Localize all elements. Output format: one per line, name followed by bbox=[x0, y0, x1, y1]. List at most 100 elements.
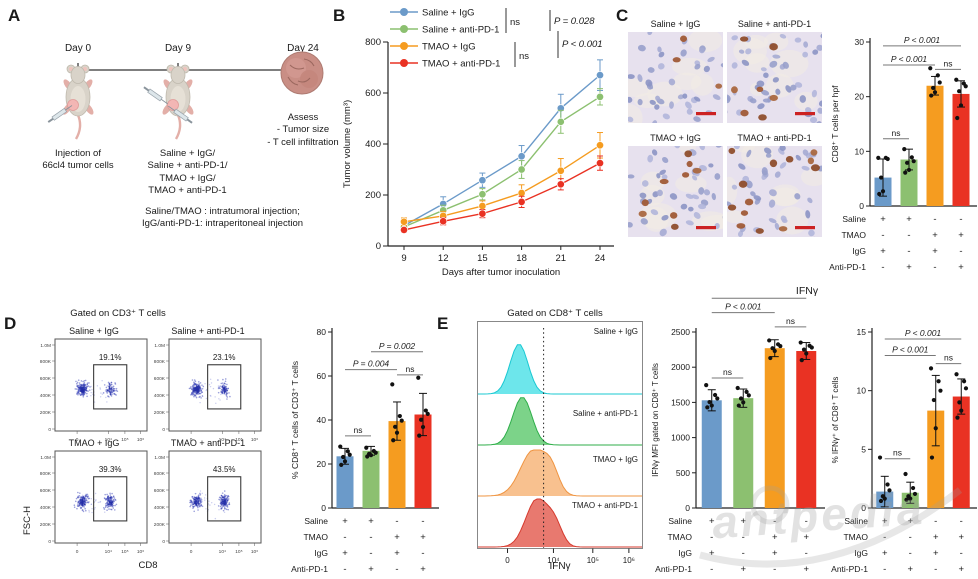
cell-nucleus bbox=[714, 173, 721, 180]
flow-y-tick: 600K bbox=[40, 488, 52, 494]
cell-nucleus bbox=[662, 156, 669, 164]
flow-title-4: TMAO + anti-PD-1 bbox=[170, 438, 246, 448]
data-point bbox=[341, 454, 346, 460]
data-point bbox=[933, 426, 938, 431]
cell-nucleus bbox=[658, 51, 665, 58]
cell-nucleus bbox=[794, 37, 802, 43]
cell-nucleus bbox=[647, 32, 653, 36]
cell-nucleus bbox=[669, 101, 674, 109]
legend-dot bbox=[400, 42, 408, 50]
cd8-per-hpf-svg: 0 10 20 30 ns P < 0.001 P < 0.001 ns CD8⁺ T cell… bbox=[829, 35, 977, 273]
cd8-positive-cell bbox=[684, 150, 693, 158]
y-tick-label: 500 bbox=[676, 468, 690, 478]
bar bbox=[927, 410, 945, 508]
x-tick-label: 24 bbox=[595, 253, 606, 264]
data-point bbox=[909, 155, 914, 160]
cd8-positive-cell bbox=[739, 36, 749, 42]
y-tick-label: 2500 bbox=[671, 327, 690, 337]
data-point bbox=[961, 379, 967, 384]
treatment-sign: - bbox=[773, 564, 776, 575]
y-axis-label: Tumor volume (mm³) bbox=[342, 100, 353, 188]
ihc-title-3: TMAO + IgG bbox=[650, 133, 701, 143]
flow-y-tick: 1.0M bbox=[154, 455, 165, 461]
gate bbox=[93, 476, 128, 522]
histology-image bbox=[628, 146, 723, 237]
cell-nucleus bbox=[807, 197, 813, 204]
histogram-curve bbox=[478, 449, 642, 497]
data-point bbox=[712, 392, 718, 398]
y-tick-label: 600 bbox=[365, 88, 381, 99]
cell-nucleus bbox=[686, 108, 693, 115]
tumor-graphic bbox=[280, 51, 324, 95]
data-point bbox=[517, 188, 526, 198]
cd8-positive-cell bbox=[785, 156, 794, 163]
bar bbox=[952, 93, 970, 206]
cell-nucleus bbox=[727, 94, 731, 102]
cell-nucleus bbox=[707, 56, 715, 63]
data-point bbox=[439, 217, 448, 226]
flow-y-tick: 0 bbox=[48, 539, 51, 545]
data-point bbox=[932, 90, 938, 95]
gate bbox=[207, 364, 242, 410]
significance-label: P < 0.001 bbox=[904, 35, 941, 45]
treatment-sign: + bbox=[907, 516, 913, 527]
cd8-of-cd3-svg: 0 20 40 60 80 ns P = 0.004 P = 0.002 ns % CD8⁺ T … bbox=[290, 327, 439, 575]
cell-nucleus bbox=[781, 218, 788, 224]
y-axis-label: CD8⁺ T cells per hpf bbox=[830, 85, 840, 163]
treatment-sign: + bbox=[880, 214, 886, 225]
stat-label: ns bbox=[519, 51, 529, 62]
x-tick-label: 9 bbox=[401, 253, 406, 264]
significance-label: P < 0.001 bbox=[892, 344, 929, 354]
cell-nucleus bbox=[711, 192, 716, 201]
mouse-illustration bbox=[47, 64, 94, 140]
treatment-row-label: IgG bbox=[852, 246, 866, 256]
cell-nucleus bbox=[659, 228, 667, 237]
flow-x-tick: 10⁵ bbox=[121, 549, 128, 555]
cd8-of-cd3-chart: 0 20 40 60 80 ns P = 0.004 P = 0.002 ns % CD8⁺ T … bbox=[288, 320, 440, 579]
cd8-axis-label: CD8 bbox=[138, 560, 158, 571]
flow-x-tick: 10⁶ bbox=[137, 437, 144, 443]
cell-nucleus bbox=[749, 98, 757, 104]
panel-c-label: C bbox=[616, 6, 629, 25]
cell-nucleus bbox=[692, 175, 698, 181]
data-point bbox=[517, 152, 526, 161]
treatment-sign: - bbox=[934, 564, 937, 575]
significance-label: ns bbox=[893, 448, 902, 458]
flow-y-tick: 400K bbox=[154, 505, 166, 511]
cell-nucleus bbox=[647, 154, 654, 163]
treatment-row-label: Anti-PD-1 bbox=[291, 564, 328, 574]
data-point bbox=[778, 343, 783, 349]
data-point bbox=[423, 408, 428, 413]
treatment-sign: - bbox=[343, 564, 346, 575]
flow-plot: 1.0M 800K 600K 400K 200K 0 0 10⁴ 10⁵ 10⁶ 23.1% bbox=[152, 337, 264, 449]
flow-x-tick: 10⁶ bbox=[137, 549, 144, 555]
plot-frame bbox=[168, 338, 262, 432]
cell-nucleus bbox=[703, 189, 711, 196]
data-point bbox=[905, 160, 910, 165]
bar bbox=[796, 351, 817, 508]
treatment-sign: + bbox=[882, 516, 888, 527]
significance-label: P = 0.002 bbox=[379, 341, 416, 351]
histogram-curve bbox=[478, 498, 642, 548]
flow-y-tick: 400K bbox=[154, 393, 166, 399]
cd8-positive-cell bbox=[740, 109, 749, 117]
data-point bbox=[705, 405, 710, 410]
flow-y-tick: 1.0M bbox=[40, 343, 51, 349]
cell-nucleus bbox=[753, 195, 762, 201]
cd8-positive-cell bbox=[744, 198, 754, 206]
flow-y-tick: 200K bbox=[154, 410, 166, 416]
data-point bbox=[399, 225, 409, 234]
flow-y-tick: 400K bbox=[40, 505, 52, 511]
histology-image bbox=[628, 32, 723, 123]
flow-y-tick: 1.0M bbox=[40, 455, 51, 461]
gating-header-cd8: Gated on CD8⁺ T cells bbox=[507, 308, 603, 319]
cell-nucleus bbox=[657, 46, 662, 53]
cd8-positive-cell bbox=[769, 94, 778, 102]
gate-percentage: 19.1% bbox=[99, 353, 122, 362]
cell-nucleus bbox=[782, 61, 789, 69]
cell-nucleus bbox=[757, 103, 765, 110]
treatment-sign: + bbox=[880, 246, 886, 257]
flow-x-tick: 0 bbox=[190, 549, 193, 555]
cell-nucleus bbox=[699, 47, 705, 54]
cell-nucleus bbox=[805, 107, 812, 114]
